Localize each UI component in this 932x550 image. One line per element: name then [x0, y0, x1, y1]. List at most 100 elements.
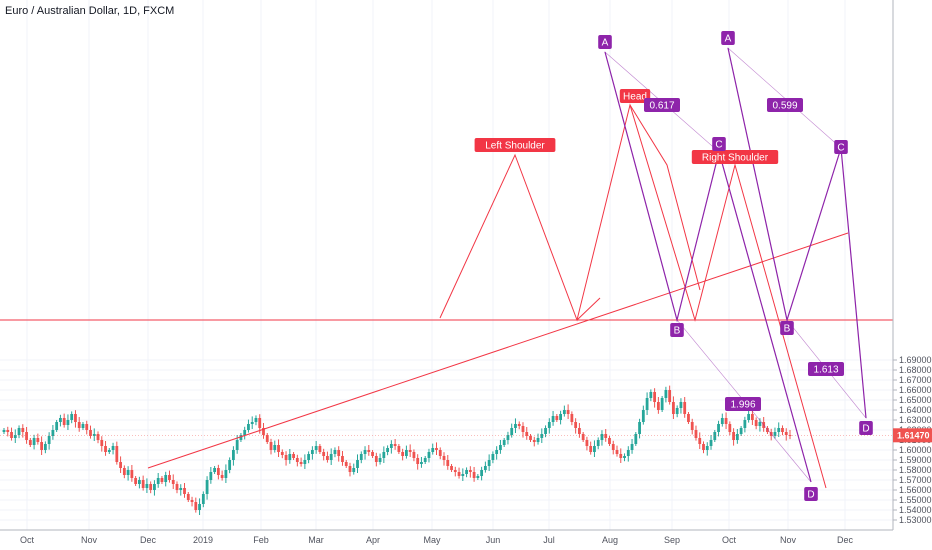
y-tick-label: 1.65000 [899, 395, 932, 405]
candle-body [596, 440, 600, 446]
y-tick-label: 1.55000 [899, 495, 932, 505]
trend-line [147, 232, 849, 469]
x-tick-label: 2019 [193, 535, 213, 545]
candle-body [89, 430, 92, 436]
time-axis[interactable]: Oct Nov Dec 2019 Feb Mar Apr May Jun Jul Aug Sep Oct… [0, 529, 893, 545]
candle-body [781, 428, 784, 432]
candle-body [17, 428, 21, 435]
candle-body [555, 416, 559, 420]
harmonic-point-label: A [725, 34, 732, 45]
drawing-overlays: Left Shoulder Head Right Shoulder A B C D A B C D 0… [0, 31, 893, 501]
candle-body [122, 468, 126, 475]
candle-body [517, 424, 521, 426]
candle-body [502, 440, 506, 445]
candle-body [679, 402, 683, 408]
candle-body [521, 426, 525, 432]
fib-ratio-label-bg [725, 397, 761, 411]
harmonic-2-ratio-lines [727, 47, 867, 419]
harmonic-point-label-bg [598, 35, 612, 49]
candle-body [389, 444, 393, 448]
y-tick-label: 1.57000 [899, 475, 932, 485]
candle-body [619, 454, 623, 458]
candle-body [431, 448, 435, 452]
fib-ratio-label-bg [644, 98, 680, 112]
harmonic-point-label: B [674, 326, 681, 337]
candle-body [510, 428, 514, 435]
candle-body [13, 435, 17, 438]
candle-body [201, 494, 205, 504]
candle-body [739, 428, 743, 434]
candle-body [570, 414, 574, 422]
candle-body [137, 480, 141, 484]
candle-body [412, 452, 416, 458]
candle-body [160, 478, 164, 482]
candle-body [168, 475, 171, 480]
harmonic-1-ratio-lines [604, 51, 812, 483]
candle-body [10, 432, 13, 438]
candle-body [532, 440, 536, 442]
left-base-leg [576, 297, 601, 321]
candle-body [457, 472, 461, 476]
y-tick-label: 1.60000 [899, 445, 932, 455]
candle-body [702, 444, 705, 450]
candle-body [446, 460, 450, 466]
head-inner-leg [629, 104, 701, 291]
candle-body [408, 450, 412, 452]
label-right-shoulder: Right Shoulder [702, 153, 769, 164]
candle-body [660, 398, 664, 410]
candle-body [149, 484, 153, 490]
candle-body [190, 500, 194, 502]
fib-ratio-label: 1.613 [813, 365, 838, 376]
candle-body [453, 470, 457, 472]
harmonic-point-label: A [602, 38, 609, 49]
candle-body [672, 402, 675, 414]
candle-body [126, 470, 130, 475]
candle-body [367, 450, 371, 452]
candle-body [525, 432, 529, 436]
candle-body [638, 422, 641, 434]
candle-body [213, 468, 217, 472]
candle-body [292, 454, 295, 458]
candle-body [483, 466, 487, 470]
candle-body [604, 434, 608, 438]
y-tick-label: 1.63000 [899, 415, 932, 425]
candle-body [326, 456, 329, 460]
candle-body [393, 444, 397, 446]
candle-body [92, 434, 96, 436]
candle-body [562, 410, 566, 414]
harmonic-point-label-bg [780, 321, 794, 335]
candle-body [171, 480, 175, 484]
candle-body [450, 466, 453, 470]
candle-body [683, 402, 687, 414]
candle-body [536, 438, 540, 442]
candle-body [438, 450, 442, 456]
candle-body [382, 452, 386, 458]
fib-ratio-label-bg [808, 362, 844, 376]
candle-body [585, 440, 589, 446]
x-tick-label: Jul [543, 535, 555, 545]
candle-body [698, 438, 702, 444]
candle-body [743, 420, 747, 428]
candle-body [47, 436, 51, 444]
candle-body [119, 462, 122, 468]
last-price-label: 1.61470 [897, 430, 930, 440]
candle-body [709, 440, 713, 446]
harmonic-point-label-bg [712, 137, 726, 151]
candle-body [758, 422, 762, 426]
candle-body [608, 438, 611, 444]
candle-body [675, 408, 679, 414]
candle-body [51, 430, 55, 436]
y-tick-label: 1.64000 [899, 405, 932, 415]
candle-body [43, 444, 47, 450]
candle-body [468, 470, 472, 472]
x-tick-label: Feb [253, 535, 269, 545]
candle-body [81, 424, 85, 428]
label-head: Head [623, 92, 647, 103]
candle-body [724, 418, 728, 424]
price-axis[interactable]: 1.530001.540001.550001.560001.570001.580… [892, 0, 932, 530]
candle-body [754, 420, 758, 426]
candle-body [344, 462, 348, 466]
candle-body [593, 446, 596, 452]
candle-body [307, 454, 311, 460]
